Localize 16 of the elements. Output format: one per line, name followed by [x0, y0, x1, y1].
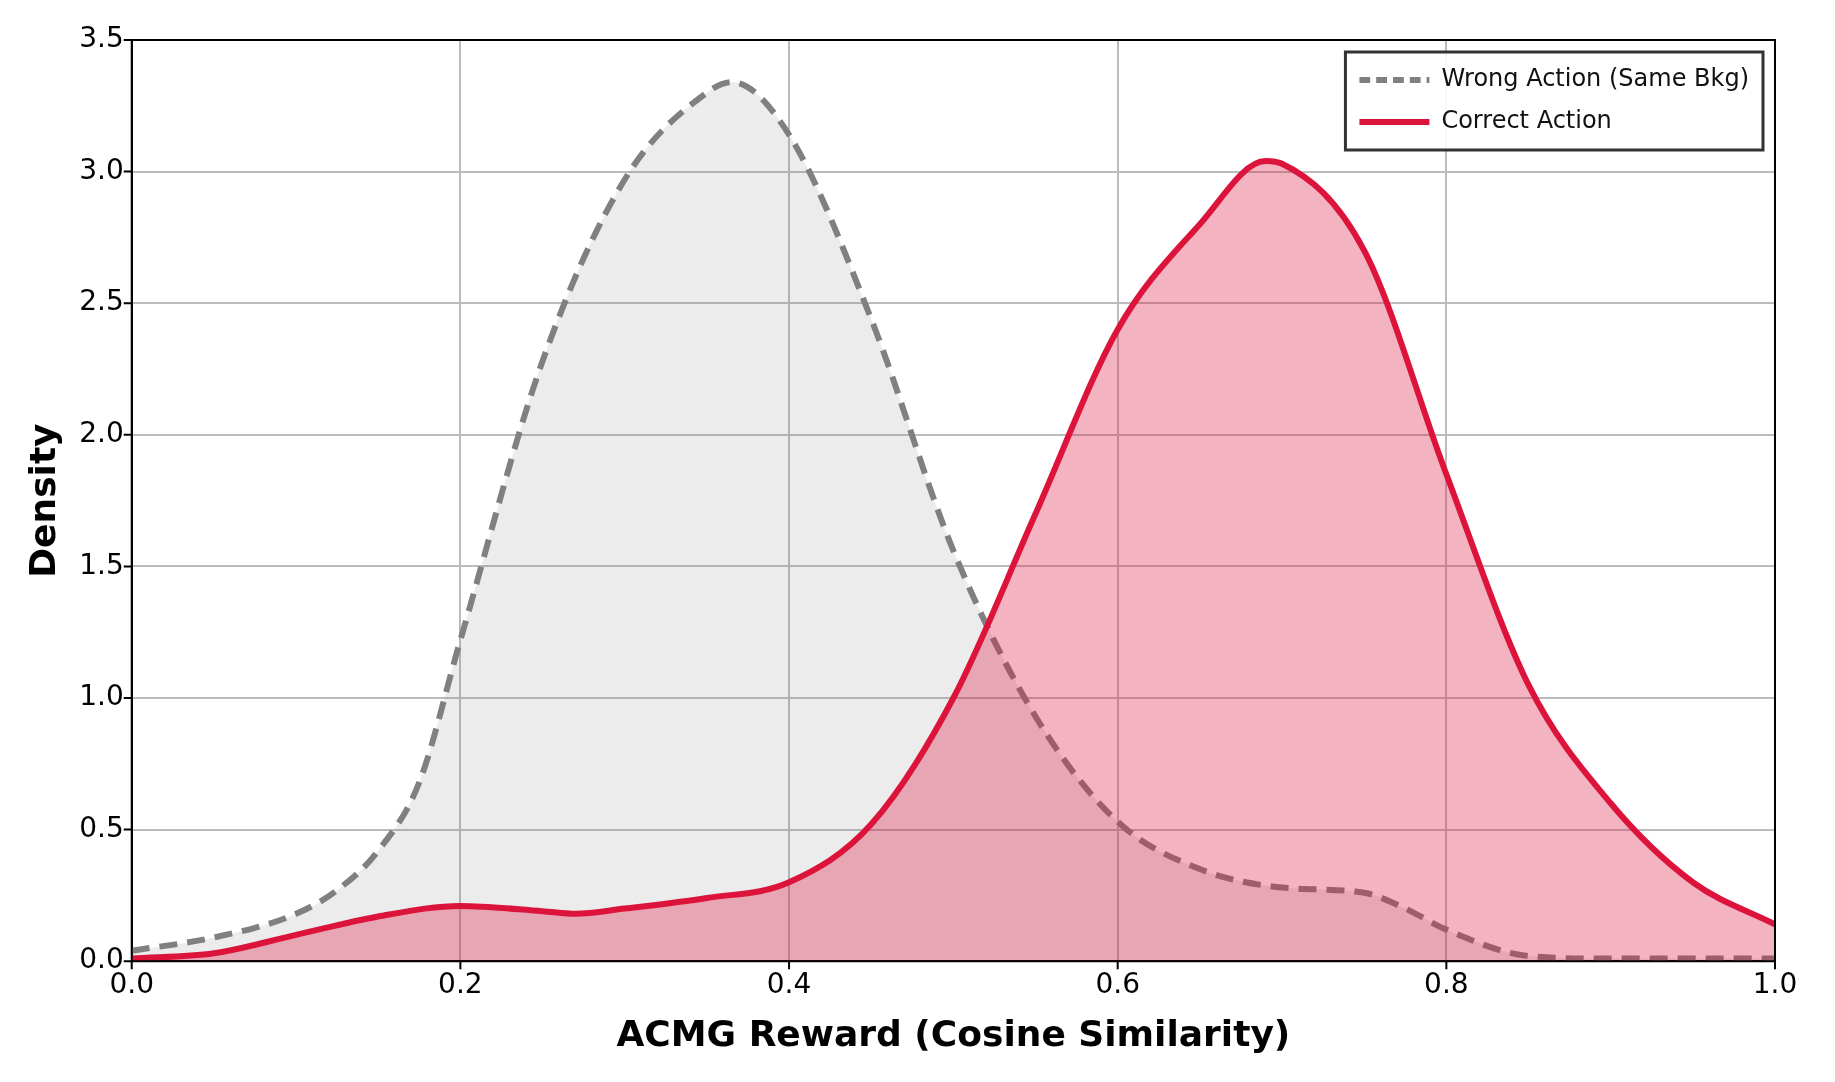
- x-tick-label: 1.0: [1752, 967, 1798, 1001]
- x-tick-label: 0.4: [766, 967, 812, 1001]
- y-tick-label: 2.0: [79, 416, 124, 450]
- y-tick-label: 2.5: [79, 284, 124, 318]
- x-tick-label: 0.2: [438, 967, 483, 1001]
- y-axis-title: Density: [21, 423, 63, 578]
- y-tick-label: 0.5: [79, 810, 124, 844]
- legend-label: Correct Action: [1441, 106, 1612, 135]
- x-tick-label: 0.6: [1095, 967, 1140, 1001]
- x-axis-title: ACMG Reward (Cosine Similarity): [616, 1012, 1291, 1054]
- y-tick-label: 1.5: [79, 547, 124, 581]
- legend-label: Wrong Action (Same Bkg): [1441, 64, 1750, 93]
- x-tick-label: 0.8: [1424, 967, 1469, 1001]
- y-tick-label: 1.0: [79, 679, 124, 713]
- y-tick-label: 3.5: [79, 21, 124, 55]
- y-tick-label: 3.0: [79, 152, 124, 186]
